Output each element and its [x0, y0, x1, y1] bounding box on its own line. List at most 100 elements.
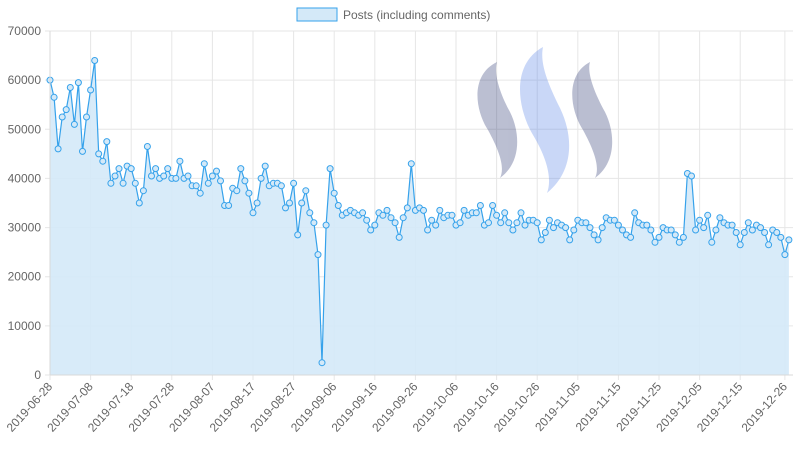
data-point[interactable] — [391, 219, 399, 227]
data-point[interactable] — [448, 211, 456, 219]
data-point[interactable] — [631, 209, 639, 217]
data-point[interactable] — [582, 219, 590, 227]
data-point[interactable] — [261, 162, 269, 170]
data-point[interactable] — [493, 211, 501, 219]
data-point[interactable] — [371, 221, 379, 229]
data-point[interactable] — [131, 179, 139, 187]
data-point[interactable] — [476, 202, 484, 209]
data-point[interactable] — [196, 189, 204, 197]
data-point[interactable] — [74, 79, 82, 87]
data-point[interactable] — [257, 174, 265, 182]
data-point[interactable] — [460, 206, 468, 214]
data-point[interactable] — [395, 233, 403, 241]
data-point[interactable] — [485, 219, 492, 227]
data-point[interactable] — [314, 251, 322, 259]
data-point[interactable] — [208, 172, 216, 180]
data-point[interactable] — [245, 189, 253, 197]
data-point[interactable] — [428, 216, 436, 224]
data-point[interactable] — [761, 229, 769, 236]
data-point[interactable] — [200, 160, 208, 168]
data-point[interactable] — [359, 209, 367, 217]
data-point[interactable] — [237, 165, 245, 173]
data-point[interactable] — [679, 233, 687, 241]
data-point[interactable] — [99, 157, 107, 165]
data-point[interactable] — [70, 120, 78, 128]
data-point[interactable] — [143, 143, 151, 150]
data-point[interactable] — [318, 359, 326, 367]
data-point[interactable] — [119, 179, 127, 187]
data-point[interactable] — [298, 199, 306, 207]
data-point[interactable] — [306, 209, 314, 217]
data-point[interactable] — [651, 238, 659, 246]
data-point[interactable] — [619, 226, 626, 234]
data-point[interactable] — [533, 219, 541, 227]
legend-swatch[interactable] — [296, 7, 338, 22]
data-point[interactable] — [62, 106, 70, 114]
data-point[interactable] — [87, 86, 95, 94]
data-point[interactable] — [213, 167, 220, 175]
data-point[interactable] — [241, 177, 249, 185]
data-point[interactable] — [456, 219, 464, 227]
data-point[interactable] — [594, 236, 602, 244]
data-point[interactable] — [330, 189, 338, 197]
data-point[interactable] — [748, 226, 756, 234]
data-point[interactable] — [712, 226, 720, 234]
data-point[interactable] — [387, 214, 395, 222]
data-point[interactable] — [407, 160, 415, 168]
data-point[interactable] — [777, 233, 785, 241]
data-point[interactable] — [521, 221, 529, 229]
data-point[interactable] — [667, 226, 675, 234]
data-point[interactable] — [103, 138, 111, 146]
data-point[interactable] — [249, 209, 257, 217]
data-point[interactable] — [172, 174, 180, 182]
data-point[interactable] — [472, 209, 480, 217]
data-point[interactable] — [91, 57, 99, 64]
data-point[interactable] — [489, 202, 497, 209]
data-point[interactable] — [111, 172, 119, 180]
data-point[interactable] — [716, 214, 724, 222]
data-point[interactable] — [545, 216, 553, 224]
data-point[interactable] — [367, 226, 375, 234]
data-point[interactable] — [728, 221, 736, 229]
data-point[interactable] — [732, 229, 740, 236]
data-point[interactable] — [233, 187, 241, 195]
data-point[interactable] — [598, 224, 606, 232]
data-point[interactable] — [744, 219, 752, 227]
data-point[interactable] — [671, 231, 679, 239]
data-point[interactable] — [765, 241, 773, 249]
data-point[interactable] — [277, 182, 285, 190]
data-point[interactable] — [334, 202, 342, 209]
data-point[interactable] — [322, 221, 330, 229]
data-point[interactable] — [675, 238, 683, 246]
data-point[interactable] — [139, 187, 147, 195]
data-point[interactable] — [432, 221, 440, 229]
data-point[interactable] — [383, 206, 391, 214]
data-point[interactable] — [148, 172, 155, 180]
data-point[interactable] — [253, 199, 261, 207]
data-point[interactable] — [436, 206, 444, 214]
data-point[interactable] — [176, 157, 184, 165]
data-point[interactable] — [497, 219, 505, 227]
data-point[interactable] — [647, 226, 655, 234]
data-point[interactable] — [541, 229, 549, 236]
data-point[interactable] — [773, 229, 781, 236]
data-point[interactable] — [379, 211, 387, 219]
data-point[interactable] — [420, 206, 427, 214]
data-point[interactable] — [736, 241, 744, 249]
data-point[interactable] — [225, 202, 233, 209]
data-point[interactable] — [282, 204, 289, 212]
data-point[interactable] — [294, 231, 302, 239]
data-point[interactable] — [58, 113, 66, 121]
data-point[interactable] — [83, 113, 90, 121]
data-point[interactable] — [95, 150, 103, 158]
data-point[interactable] — [501, 209, 509, 217]
data-point[interactable] — [700, 224, 708, 232]
data-point[interactable] — [164, 165, 172, 173]
data-point[interactable] — [66, 84, 74, 91]
data-point[interactable] — [696, 216, 704, 224]
data-point[interactable] — [704, 211, 712, 219]
data-point[interactable] — [757, 224, 764, 232]
data-point[interactable] — [50, 93, 58, 101]
data-point[interactable] — [115, 165, 123, 173]
data-point[interactable] — [627, 233, 635, 241]
